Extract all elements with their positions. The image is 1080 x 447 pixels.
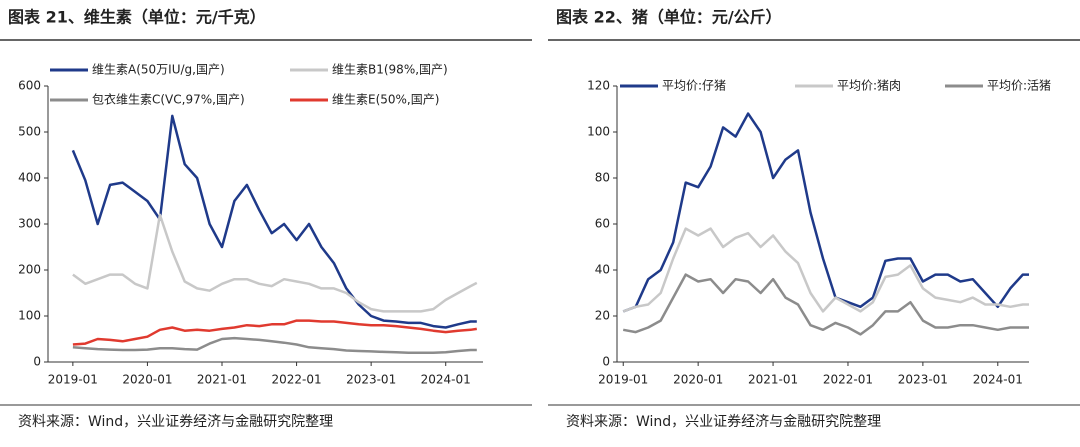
x-tick-label: 2024-01 <box>421 373 471 387</box>
y-tick-label: 80 <box>595 171 610 185</box>
y-tick-label: 100 <box>587 125 610 139</box>
x-tick-label: 2022-01 <box>272 373 322 387</box>
y-tick-label: 600 <box>18 79 41 93</box>
y-tick-label: 100 <box>18 309 41 323</box>
y-tick-label: 0 <box>602 355 610 369</box>
x-tick-label: 2019-01 <box>48 373 98 387</box>
legend-label: 平均价:猪肉 <box>837 79 901 93</box>
legend-label: 维生素A(50万IU/g,国产) <box>92 63 225 77</box>
x-tick-label: 2022-01 <box>823 373 873 387</box>
x-tick-label: 2021-01 <box>748 373 798 387</box>
y-tick-label: 60 <box>595 217 610 231</box>
series-line <box>622 227 1029 313</box>
y-tick-label: 40 <box>595 263 610 277</box>
legend-label: 平均价:仔猪 <box>662 79 726 93</box>
series-line <box>72 213 478 313</box>
source: 资料来源：Wind，兴业证券经济与金融研究院整理 <box>18 414 333 430</box>
series-line <box>72 336 477 355</box>
chart-title: 图表 21、维生素（单位：元/千克） <box>8 8 266 27</box>
y-tick-label: 200 <box>18 263 41 277</box>
x-tick-label: 2019-01 <box>598 373 648 387</box>
legend-label: 维生素B1(98%,国产) <box>332 63 448 77</box>
legend-label: 平均价:活猪 <box>987 79 1051 93</box>
x-tick-label: 2023-01 <box>346 373 396 387</box>
y-tick-label: 300 <box>18 217 41 231</box>
y-tick-label: 20 <box>595 309 610 323</box>
series-line <box>71 114 477 329</box>
chart-title: 图表 22、猪（单位：元/公斤） <box>556 8 782 27</box>
y-tick-label: 0 <box>33 355 41 369</box>
x-tick-label: 2020-01 <box>673 373 723 387</box>
x-tick-label: 2023-01 <box>898 373 948 387</box>
series-line <box>72 319 477 346</box>
y-tick-label: 400 <box>18 171 41 185</box>
series-line <box>622 112 1029 313</box>
x-tick-label: 2021-01 <box>197 373 247 387</box>
x-tick-label: 2020-01 <box>122 373 172 387</box>
legend-label: 维生素E(50%,国产) <box>332 93 439 107</box>
y-tick-label: 500 <box>18 125 41 139</box>
y-tick-label: 120 <box>587 79 610 93</box>
x-tick-label: 2024-01 <box>973 373 1023 387</box>
legend-label: 包衣维生素C(VC,97%,国产) <box>92 92 245 107</box>
series-line <box>622 273 1029 336</box>
source: 资料来源：Wind，兴业证券经济与金融研究院整理 <box>566 414 881 430</box>
